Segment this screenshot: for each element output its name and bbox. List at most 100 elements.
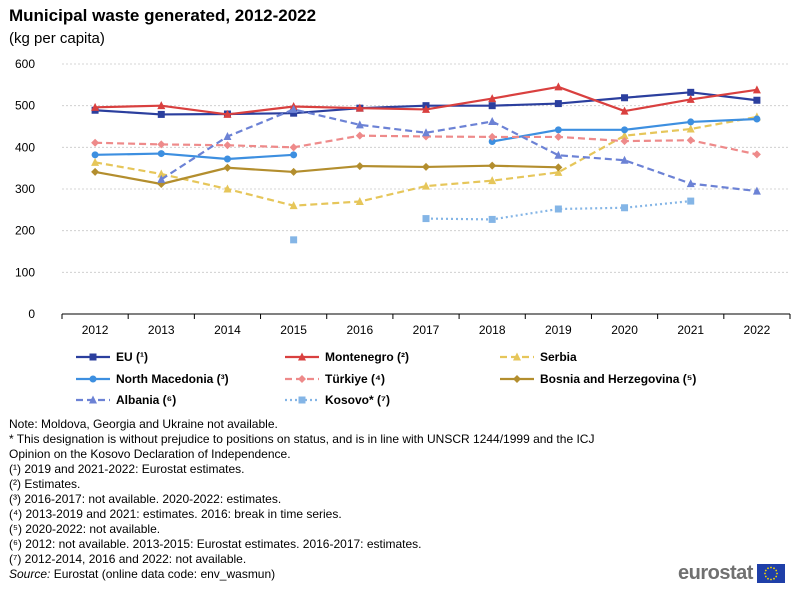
data-point bbox=[422, 128, 430, 137]
flag-star bbox=[773, 577, 775, 580]
x-tick-label: 2016 bbox=[346, 323, 373, 337]
data-point bbox=[422, 215, 430, 223]
legend-marker bbox=[298, 375, 306, 383]
note-line: (⁷) 2012-2014, 2016 and 2022: not availa… bbox=[9, 552, 247, 566]
flag-star bbox=[764, 569, 767, 571]
data-point bbox=[157, 150, 165, 158]
data-point bbox=[355, 162, 364, 171]
eurostat-logo: eurostat bbox=[678, 562, 785, 584]
y-tick-label: 400 bbox=[15, 140, 35, 154]
series-eu bbox=[91, 88, 761, 118]
data-point bbox=[223, 155, 231, 163]
data-point bbox=[554, 132, 563, 141]
series-montenegro bbox=[91, 82, 761, 118]
legend-item: Montenegro (²) bbox=[285, 350, 409, 364]
flag-star bbox=[767, 577, 769, 580]
data-point bbox=[223, 132, 232, 140]
x-tick-label: 2022 bbox=[744, 323, 771, 337]
data-point bbox=[686, 94, 695, 103]
flag-star bbox=[770, 566, 772, 568]
data-point bbox=[752, 186, 761, 195]
legend-marker bbox=[298, 396, 306, 404]
data-point bbox=[488, 138, 496, 145]
data-point bbox=[290, 236, 298, 244]
data-point bbox=[620, 131, 629, 140]
data-point bbox=[289, 201, 298, 210]
x-tick-label: 2015 bbox=[280, 323, 307, 337]
note-line: (⁴) 2013-2019 and 2021: estimates. 2016:… bbox=[9, 507, 342, 521]
data-point bbox=[554, 126, 562, 134]
data-point bbox=[290, 151, 298, 159]
data-point bbox=[621, 126, 629, 134]
data-point bbox=[554, 167, 563, 176]
flag-star bbox=[770, 578, 772, 580]
x-axis-ticks: 2012 2013 2014 2015 2016 2017 2018 2019 2020 2021… bbox=[61, 314, 791, 337]
eu-flag-icon bbox=[756, 563, 785, 583]
data-point bbox=[355, 120, 364, 129]
y-tick-label: 300 bbox=[15, 182, 35, 196]
series-kosovo bbox=[290, 197, 695, 244]
legend-label: Bosnia and Herzegovina (⁵) bbox=[540, 372, 696, 386]
data-point bbox=[620, 106, 629, 115]
data-point bbox=[289, 143, 298, 152]
legend-marker bbox=[89, 375, 97, 383]
data-point bbox=[91, 167, 100, 176]
footnotes: Note: Moldova, Georgia and Ukraine not a… bbox=[9, 417, 749, 582]
data-point bbox=[488, 161, 497, 170]
data-point bbox=[488, 102, 496, 110]
data-point bbox=[687, 197, 695, 205]
legend-marker bbox=[513, 375, 521, 383]
data-point bbox=[223, 141, 232, 150]
legend: EU (¹) Montenegro (²) Serbia North Macedoni… bbox=[76, 350, 696, 407]
data-point bbox=[157, 110, 165, 118]
y-tick-label: 500 bbox=[15, 99, 35, 113]
series-line bbox=[425, 199, 691, 221]
data-point bbox=[422, 181, 430, 190]
note-line: (⁵) 2020-2022: not available. bbox=[9, 522, 161, 536]
source-label: Source: bbox=[9, 567, 51, 581]
y-tick-label: 600 bbox=[15, 57, 35, 71]
flag-star bbox=[773, 566, 775, 569]
data-point bbox=[687, 118, 695, 126]
note-line: (²) Estimates. bbox=[9, 477, 81, 491]
flag-star bbox=[767, 566, 769, 569]
note-line: Opinion on the Kosovo Declaration of Ind… bbox=[9, 447, 291, 461]
data-point bbox=[91, 138, 100, 147]
data-point bbox=[355, 103, 364, 112]
series-bosnia-and-herzegovina bbox=[91, 161, 563, 188]
data-point bbox=[223, 184, 232, 193]
series-line bbox=[95, 152, 294, 161]
data-point bbox=[157, 101, 166, 110]
legend-item: Bosnia and Herzegovina (⁵) bbox=[500, 372, 696, 386]
data-point bbox=[620, 137, 629, 146]
chart-subtitle: (kg per capita) bbox=[9, 30, 105, 47]
flag-star bbox=[775, 569, 778, 571]
data-point bbox=[554, 205, 562, 213]
flag-star bbox=[764, 572, 766, 574]
data-point bbox=[554, 82, 563, 91]
data-point bbox=[488, 176, 497, 185]
y-tick-label: 200 bbox=[15, 224, 35, 238]
data-point bbox=[686, 179, 695, 188]
series-lines bbox=[91, 82, 761, 244]
note-line: (³) 2016-2017: not available. 2020-2022:… bbox=[9, 492, 282, 506]
data-point bbox=[554, 163, 563, 172]
data-point bbox=[290, 109, 298, 117]
data-point bbox=[91, 102, 100, 111]
data-point bbox=[422, 162, 430, 171]
legend-label: North Macedonia (³) bbox=[116, 372, 229, 386]
x-tick-label: 2021 bbox=[677, 323, 704, 337]
data-point bbox=[686, 124, 695, 133]
legend-item: North Macedonia (³) bbox=[76, 372, 229, 386]
y-tick-label: 0 bbox=[28, 307, 35, 321]
data-point bbox=[91, 157, 100, 166]
legend-marker bbox=[89, 353, 97, 361]
legend-label: EU (¹) bbox=[116, 350, 148, 364]
series-line bbox=[94, 115, 758, 207]
legend-item: EU (¹) bbox=[76, 350, 148, 364]
note-line: (¹) 2019 and 2021-2022: Eurostat estimat… bbox=[9, 462, 245, 476]
note-line: * This designation is without prejudice … bbox=[9, 432, 595, 446]
series-albania bbox=[157, 104, 761, 195]
series-north-macedonia bbox=[91, 115, 761, 163]
legend-item: Serbia bbox=[500, 350, 577, 364]
